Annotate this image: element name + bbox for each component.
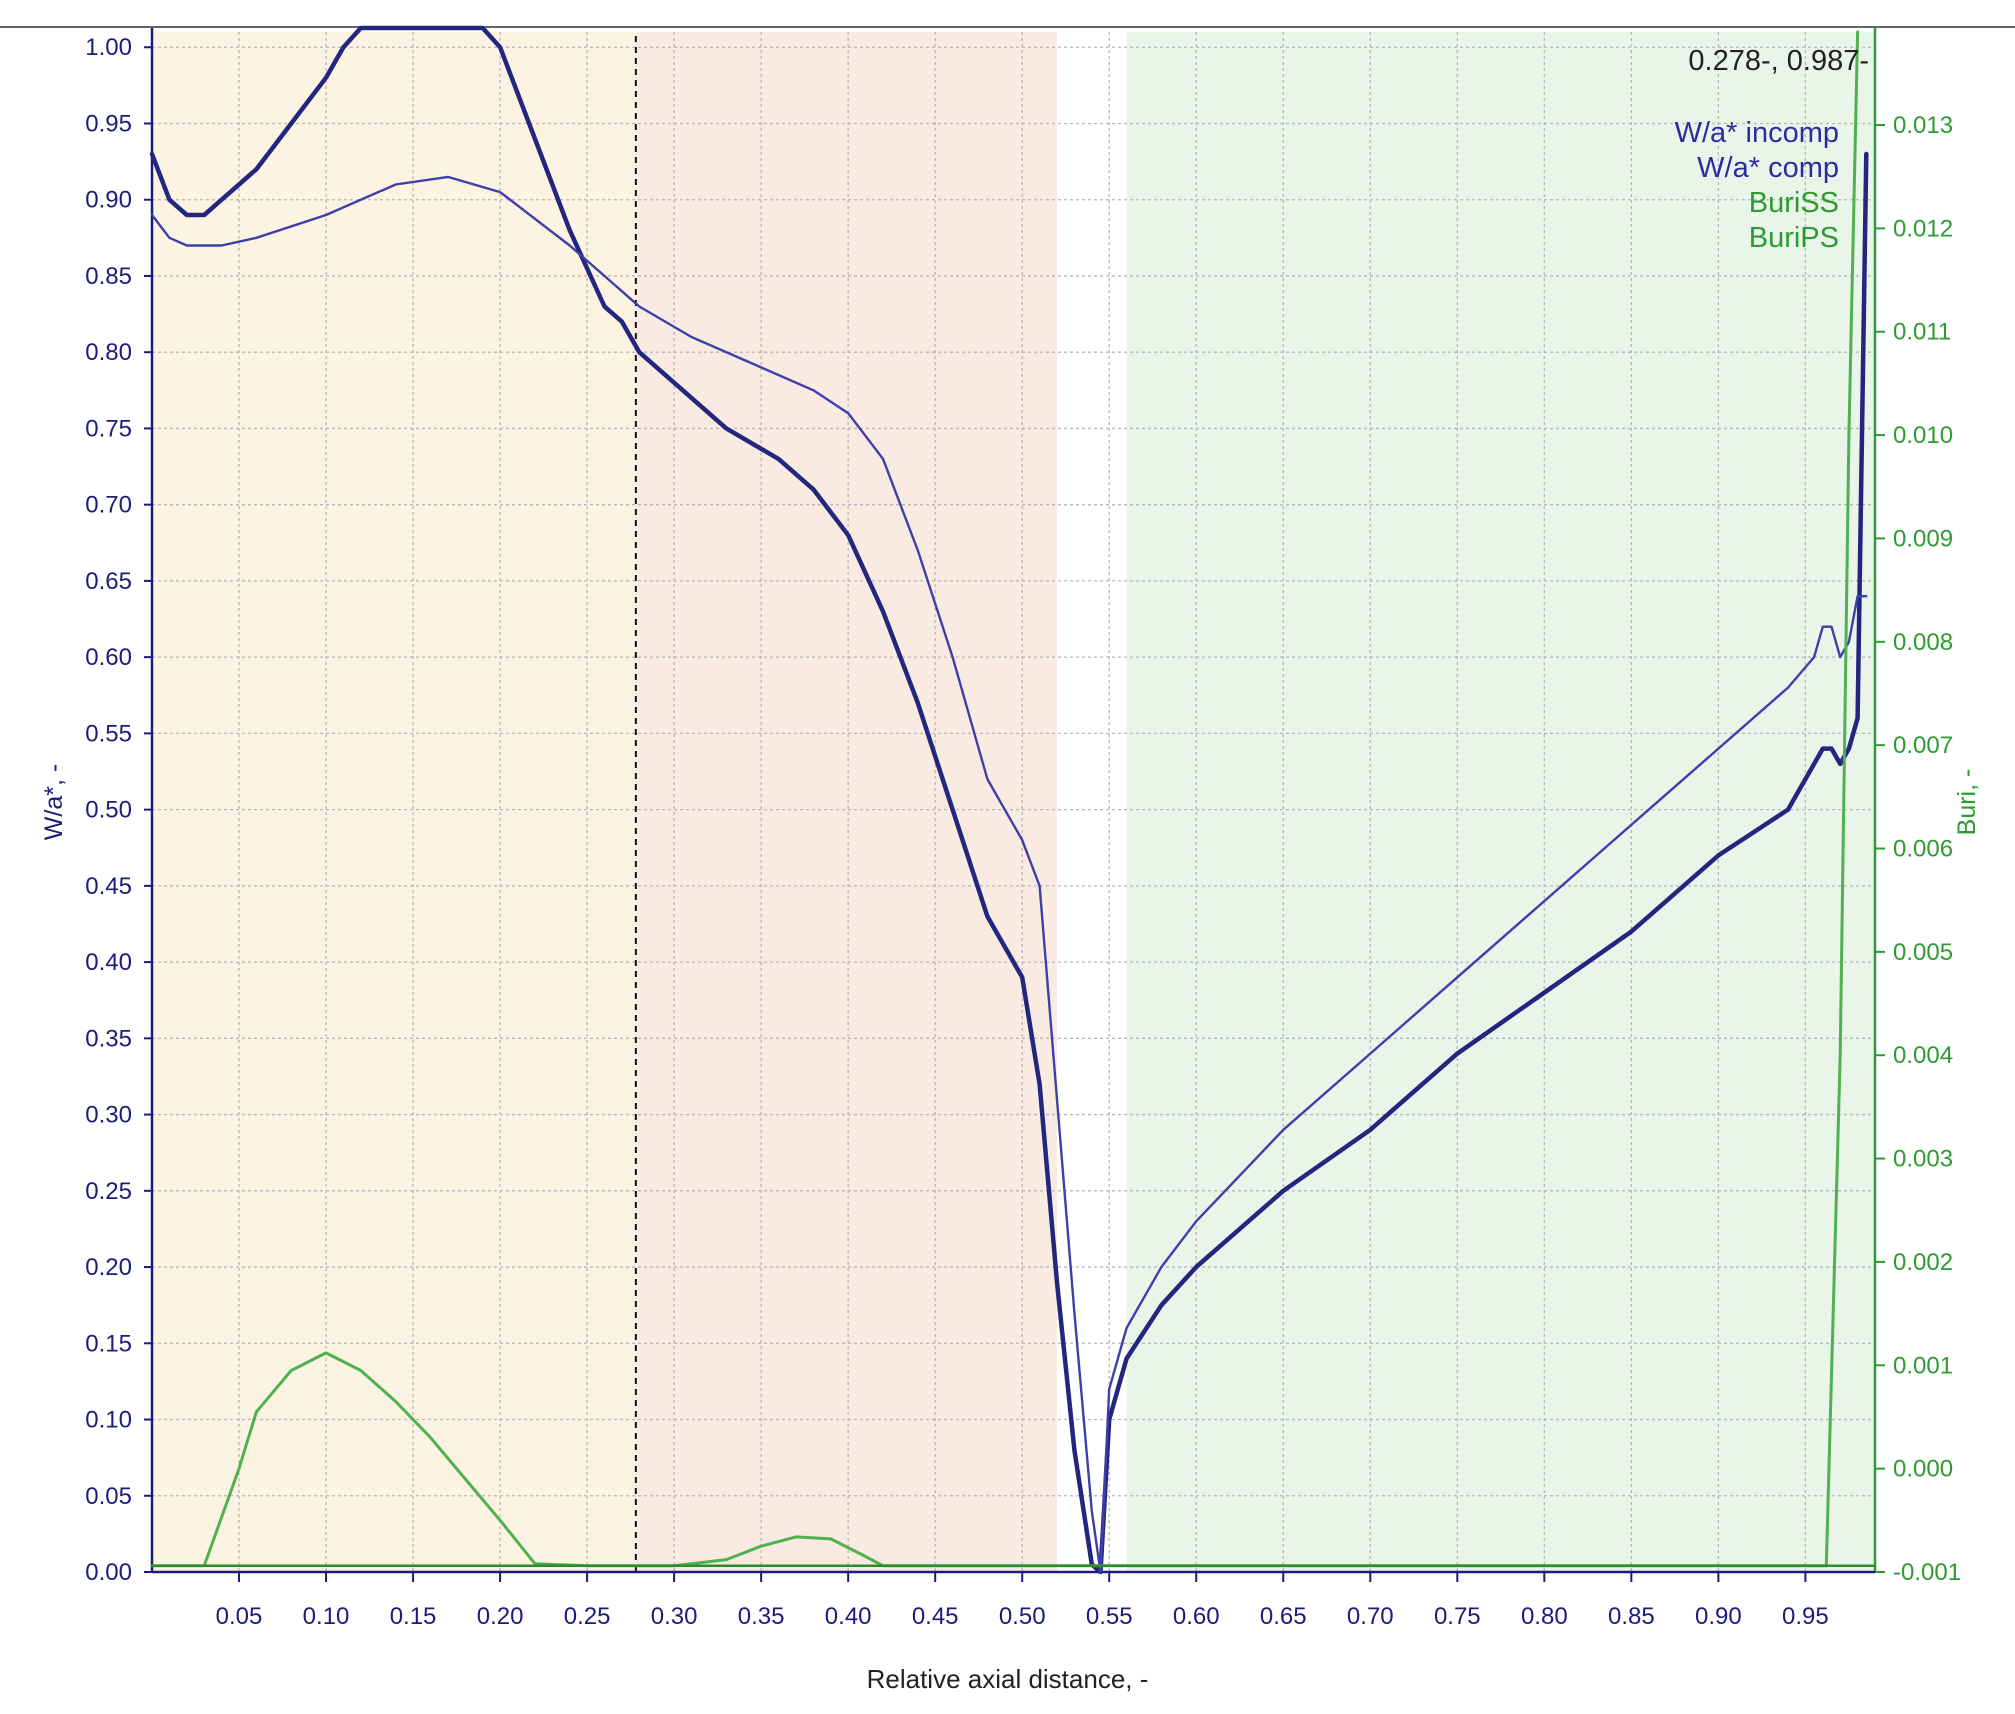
x-tick-label: 0.60 (1173, 1603, 1220, 1630)
x-tick-label: 0.70 (1347, 1603, 1394, 1630)
right-tick-label: 0.003 (1893, 1146, 1953, 1173)
right-tick-label: 0.001 (1893, 1352, 1953, 1379)
left-tick-label: 0.65 (85, 568, 132, 595)
left-tick-label: 0.25 (85, 1178, 132, 1205)
left-tick-label: 0.45 (85, 873, 132, 900)
left-tick-label: 1.00 (85, 34, 132, 61)
right-tick-label: 0.010 (1893, 422, 1953, 449)
left-tick-label: 0.60 (85, 644, 132, 671)
right-tick-label: 0.002 (1893, 1249, 1953, 1276)
right-tick-label: -0.001 (1893, 1559, 1961, 1586)
right-tick-label: 0.012 (1893, 215, 1953, 242)
left-tick-label: 0.05 (85, 1483, 132, 1510)
series-layer (149, 25, 1877, 1575)
left-tick-label: 0.30 (85, 1102, 132, 1129)
x-axis-ticks: 0.05 0.10 0.15 0.20 0.25 0.30 0.35 0.40 0.45 0.50… (216, 1572, 1829, 1630)
region-band-3 (1126, 32, 1875, 1572)
x-tick-label: 0.10 (303, 1603, 350, 1630)
left-tick-label: 0.20 (85, 1254, 132, 1281)
legend-entry-4: BuriPS (1749, 222, 1839, 254)
right-tick-label: 0.006 (1893, 836, 1953, 863)
right-tick-label: 0.005 (1893, 939, 1953, 966)
x-tick-label: 0.45 (912, 1603, 959, 1630)
x-tick-label: 0.35 (738, 1603, 785, 1630)
x-axis-title: Relative axial distance, - (867, 1664, 1149, 1694)
background-regions (152, 32, 1875, 1572)
left-tick-label: 0.15 (85, 1330, 132, 1357)
region-band-1 (152, 32, 636, 1572)
right-tick-label: 0.009 (1893, 525, 1953, 552)
x-tick-label: 0.75 (1434, 1603, 1481, 1630)
legend-entry-2: W/a* comp (1697, 152, 1839, 184)
left-tick-label: 0.80 (85, 339, 132, 366)
y2-axis-title: Buri, - (1953, 769, 1981, 836)
series-line-2 (150, 175, 1868, 1574)
legend-entry-1: W/a* incomp (1675, 117, 1839, 149)
right-axis-ticks: -0.001 0.000 0.001 0.002 0.003 0.004 0.005 0.00… (1875, 112, 1961, 1586)
x-tick-label: 0.65 (1260, 1603, 1307, 1630)
x-tick-label: 0.40 (825, 1603, 872, 1630)
left-tick-label: 0.70 (85, 492, 132, 519)
x-tick-label: 0.50 (999, 1603, 1046, 1630)
series-line-1 (149, 25, 1869, 1575)
right-tick-label: 0.011 (1893, 319, 1951, 346)
left-tick-label: 0.00 (85, 1559, 132, 1586)
left-tick-label: 0.75 (85, 415, 132, 442)
left-tick-label: 0.40 (85, 949, 132, 976)
cursor-readout: 0.278-, 0.987- (1688, 45, 1869, 77)
x-tick-label: 0.85 (1608, 1603, 1655, 1630)
x-tick-label: 0.80 (1521, 1603, 1568, 1630)
left-tick-label: 0.10 (85, 1407, 132, 1434)
x-tick-label: 0.15 (390, 1603, 437, 1630)
left-axis-ticks: 0.00 0.05 0.10 0.15 0.20 0.25 0.30 0.35 0.40 0.45… (85, 34, 152, 1586)
y-axis-title: W/a*, - (40, 764, 68, 840)
right-tick-label: 0.004 (1893, 1042, 1953, 1069)
right-tick-label: 0.013 (1893, 112, 1953, 139)
right-tick-label: 0.007 (1893, 732, 1953, 759)
left-tick-label: 0.35 (85, 1025, 132, 1052)
x-tick-label: 0.25 (564, 1603, 611, 1630)
x-tick-label: 0.20 (477, 1603, 524, 1630)
right-tick-label: 0.008 (1893, 629, 1953, 656)
left-tick-label: 0.95 (85, 110, 132, 137)
right-tick-label: 0.000 (1893, 1456, 1953, 1483)
region-band-2 (635, 32, 1058, 1572)
axes (150, 28, 1877, 1574)
left-tick-label: 0.55 (85, 720, 132, 747)
x-tick-label: 0.90 (1695, 1603, 1742, 1630)
left-tick-label: 0.50 (85, 797, 132, 824)
grid-lines (152, 32, 1875, 1573)
left-tick-label: 0.85 (85, 263, 132, 290)
legend-entry-3: BuriSS (1749, 187, 1839, 219)
x-tick-label: 0.55 (1086, 1603, 1133, 1630)
left-tick-label: 0.90 (85, 187, 132, 214)
x-tick-label: 0.05 (216, 1603, 263, 1630)
x-tick-label: 0.30 (651, 1603, 698, 1630)
x-tick-label: 0.95 (1782, 1603, 1829, 1630)
